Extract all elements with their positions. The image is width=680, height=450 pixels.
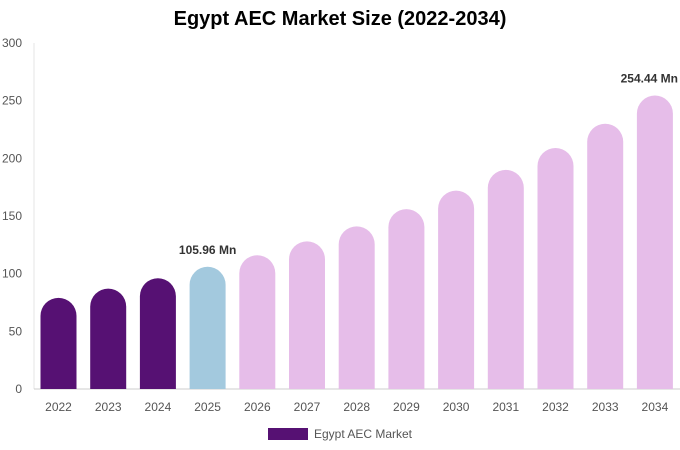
y-tick-label: 50 xyxy=(9,324,23,338)
y-tick-label: 100 xyxy=(2,267,22,281)
y-tick-label: 250 xyxy=(2,94,22,108)
y-tick-label: 0 xyxy=(15,382,22,396)
bar-2028 xyxy=(338,226,375,389)
x-tick-label: 2030 xyxy=(443,400,470,414)
chart-labels: 2022 2023 2024 2025 2026 2027 2028 2029 2030 2031… xyxy=(45,72,678,414)
x-tick-label: 2026 xyxy=(244,400,271,414)
bar-2031 xyxy=(487,169,524,389)
bar-2030 xyxy=(438,190,475,389)
legend-label: Egypt AEC Market xyxy=(313,426,413,441)
x-tick-label: 2027 xyxy=(294,400,321,414)
data-label-2034: 254.44 Mn xyxy=(621,72,678,86)
x-tick-label: 2033 xyxy=(592,400,619,414)
x-tick-label: 2032 xyxy=(542,400,569,414)
x-tick-label: 2028 xyxy=(343,400,370,414)
x-tick-label: 2022 xyxy=(45,400,72,414)
y-tick-label: 150 xyxy=(2,209,22,223)
legend-swatch xyxy=(267,427,308,440)
x-tick-label: 2029 xyxy=(393,400,420,414)
bar-2023 xyxy=(90,288,127,389)
chart-bars xyxy=(40,95,673,390)
bar-2033 xyxy=(587,123,624,389)
chart-title: Egypt AEC Market Size (2022-2034) xyxy=(173,8,507,30)
bar-2032 xyxy=(537,147,574,389)
x-tick-label: 2025 xyxy=(194,400,221,414)
y-tick-label: 300 xyxy=(2,36,22,50)
bar-2027 xyxy=(289,241,325,389)
data-label-2025: 105.96 Mn xyxy=(179,243,236,257)
x-tick-label: 2024 xyxy=(145,400,172,414)
bar-2022 xyxy=(40,297,77,389)
bar-2029 xyxy=(388,209,425,389)
x-tick-label: 2023 xyxy=(95,400,122,414)
x-tick-label: 2031 xyxy=(492,400,519,414)
bar-2026 xyxy=(239,255,276,389)
legend: Egypt AEC Market xyxy=(0,426,680,441)
bar-2024 xyxy=(139,278,176,389)
y-tick-label: 200 xyxy=(2,151,22,165)
bar-2034 xyxy=(636,95,673,390)
bar-2025 xyxy=(189,266,226,389)
x-tick-label: 2034 xyxy=(642,400,669,414)
